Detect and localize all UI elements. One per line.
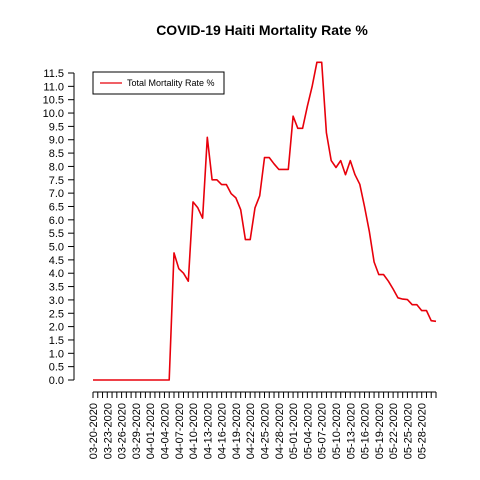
y-tick-label: 3.0	[49, 295, 64, 307]
x-tick-label: 05-07-2020	[317, 403, 329, 459]
x-tick-label: 05-25-2020	[402, 403, 414, 459]
y-tick-label: 10.0	[43, 108, 64, 120]
x-tick-label: 03-29-2020	[131, 403, 143, 459]
y-tick-label: 10.5	[43, 95, 64, 107]
x-tick-label: 04-28-2020	[274, 403, 286, 459]
y-tick-label: 2.5	[49, 308, 64, 320]
y-tick-label: 9.5	[49, 121, 64, 133]
y-tick-label: 11.0	[43, 81, 64, 93]
y-tick-label: 8.5	[49, 148, 64, 160]
x-tick-label: 04-13-2020	[202, 403, 214, 459]
y-tick-label: 7.5	[49, 175, 64, 187]
x-tick-label: 04-01-2020	[145, 403, 157, 459]
x-tick-label: 04-16-2020	[217, 403, 229, 459]
x-tick-label: 05-19-2020	[374, 403, 386, 459]
legend-label: Total Mortality Rate %	[127, 78, 215, 88]
x-tick-label: 05-10-2020	[331, 403, 343, 459]
x-tick-label: 04-22-2020	[245, 403, 257, 459]
y-ticks: 0.00.5 1.01.52.0 2.53.03.5 4.04.55.0 5.56.0 6…	[43, 68, 74, 387]
y-tick-label: 7.0	[49, 188, 64, 200]
x-tick-label: 05-16-2020	[360, 403, 372, 459]
x-ticks: 03-20-2020 03-23-2020 03-26-2020 03-29-2020…	[88, 392, 437, 459]
y-tick-label: 5.5	[49, 228, 64, 240]
x-tick-label: 03-26-2020	[117, 403, 129, 459]
x-tick-label: 04-10-2020	[188, 403, 200, 459]
y-tick-label: 6.5	[49, 201, 64, 213]
x-tick-label: 05-22-2020	[388, 403, 400, 459]
y-tick-label: 4.5	[49, 255, 64, 267]
y-tick-label: 1.5	[49, 335, 64, 347]
y-tick-label: 2.0	[49, 322, 64, 334]
x-tick-label: 04-04-2020	[159, 403, 171, 459]
legend: Total Mortality Rate %	[92, 71, 225, 95]
x-tick-label: 05-28-2020	[417, 403, 429, 459]
y-tick-label: 9.0	[49, 135, 64, 147]
x-tick-label: 04-25-2020	[260, 403, 272, 459]
y-tick-label: 8.0	[49, 161, 64, 173]
chart-title: COVID-19 Haiti Mortality Rate %	[156, 22, 368, 38]
y-tick-label: 6.0	[49, 215, 64, 227]
x-tick-label: 04-19-2020	[231, 403, 243, 459]
y-tick-label: 5.0	[49, 242, 64, 254]
x-tick-label: 03-20-2020	[88, 403, 100, 459]
x-tick-label: 03-23-2020	[102, 403, 114, 459]
series-line-total-mortality-rate	[93, 61, 437, 381]
x-tick-label: 05-01-2020	[288, 403, 300, 459]
y-tick-label: 4.0	[49, 268, 64, 280]
y-tick-label: 11.5	[43, 68, 64, 80]
legend-box	[92, 71, 225, 95]
y-tick-label: 1.0	[49, 348, 64, 360]
x-tick-label: 05-13-2020	[345, 403, 357, 459]
y-tick-label: 3.5	[49, 282, 64, 294]
x-tick-label: 04-07-2020	[174, 403, 186, 459]
y-tick-label: 0.0	[49, 375, 64, 387]
x-tick-label: 05-04-2020	[302, 403, 314, 459]
y-tick-label: 0.5	[49, 362, 64, 374]
